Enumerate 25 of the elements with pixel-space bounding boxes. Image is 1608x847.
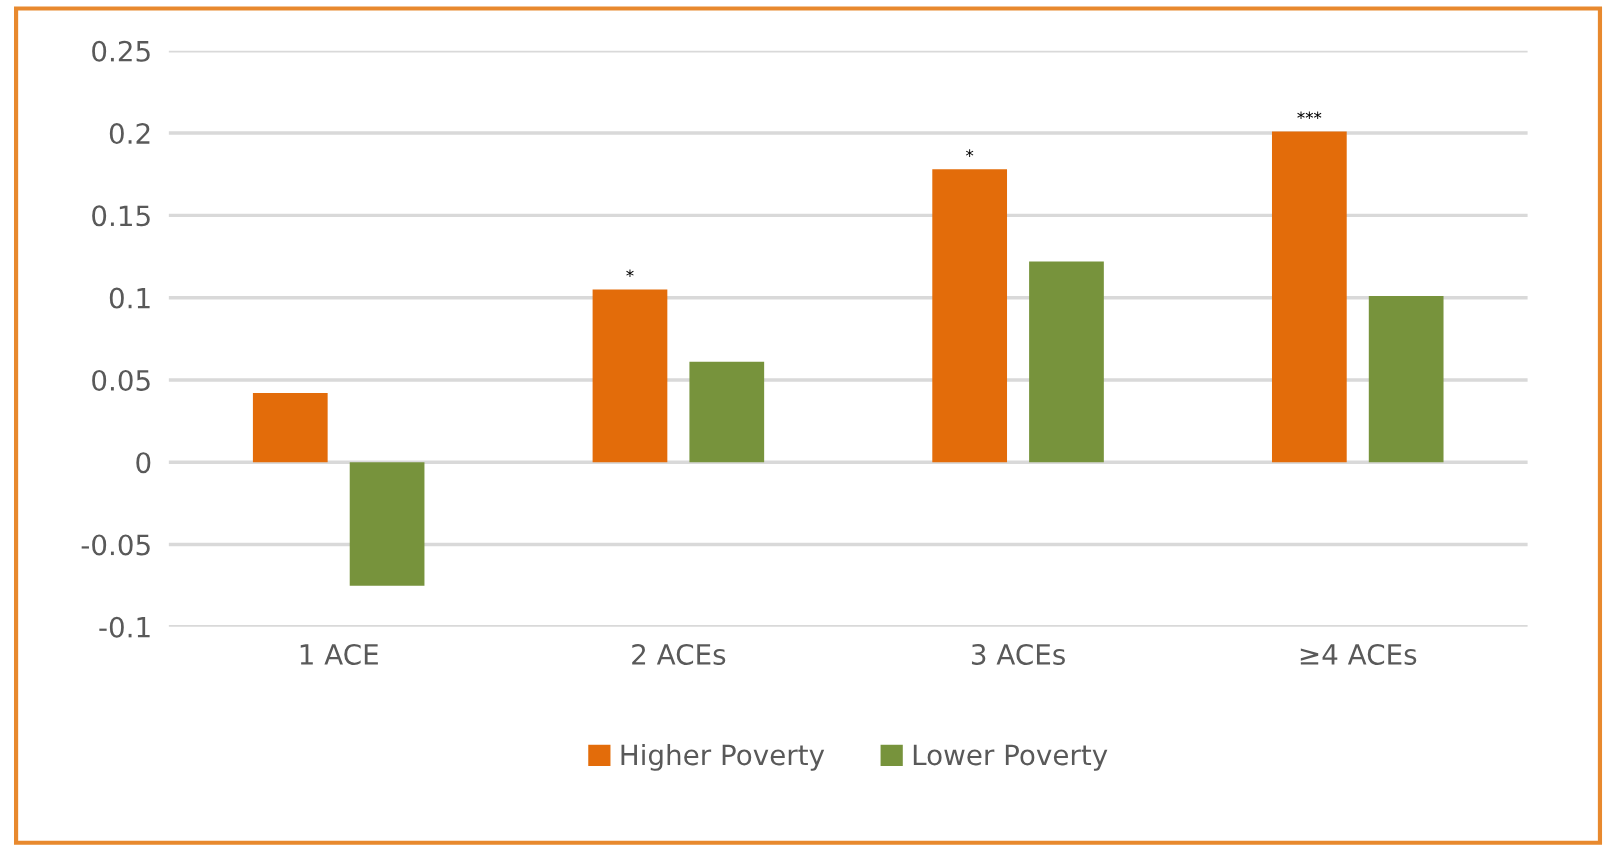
data-label: * [626,269,634,278]
bar [932,169,1008,463]
bar [252,393,328,463]
bar [1368,296,1444,463]
bar [689,361,765,463]
x-tick-label: 3 ACEs [971,643,1065,665]
y-tick-label: 0.2 [109,123,150,145]
y-tick-label: 0.05 [92,369,150,391]
x-tick-label: ≥4 ACEs [1300,643,1417,665]
x-tick-label: 2 ACEs [632,643,726,665]
bar [1029,261,1104,463]
y-tick-label: 0 [136,452,151,474]
y-tick-label: 0.15 [92,205,150,227]
y-tick-label: -0.1 [99,616,150,638]
x-tick-label: 1 ACE [300,643,378,665]
y-tick-label: 0.25 [92,40,150,62]
bar [592,289,668,463]
legend-label: Higher Poverty [621,743,825,771]
y-tick-label: 0.1 [109,287,150,309]
bar [349,462,425,586]
data-label: * [965,149,974,157]
legend-label: Lower Poverty [913,744,1108,771]
y-tick-label: -0.05 [81,534,150,556]
bar [1271,131,1347,463]
data-label: *** [1297,111,1322,120]
